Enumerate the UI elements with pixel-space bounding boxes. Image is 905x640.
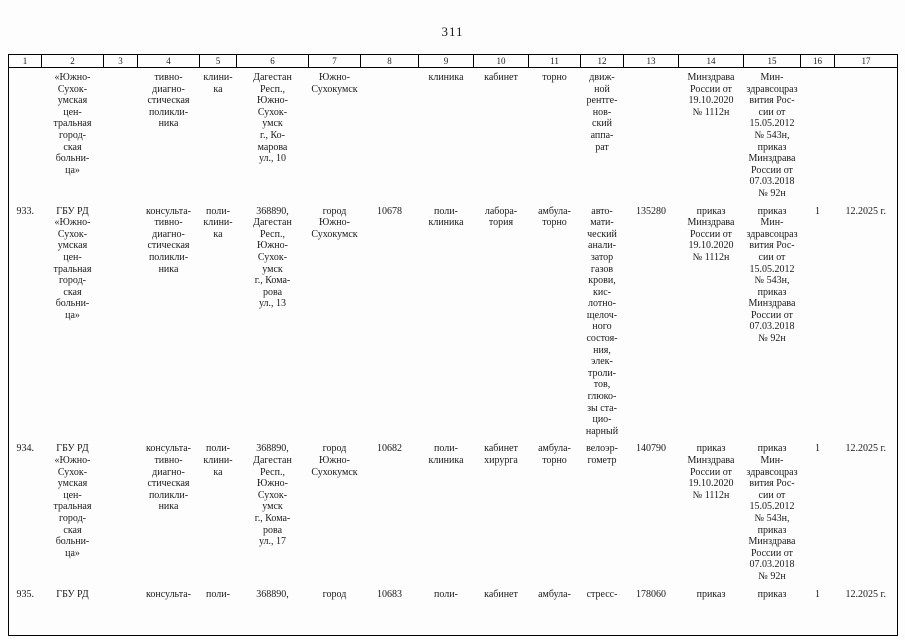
table-cell: 10678 [377, 205, 402, 217]
table-cell: 140790 [636, 443, 666, 455]
table-cell: 368890, [256, 588, 289, 600]
table-cell: 12.2025 г. [845, 443, 886, 455]
column-number-header: 13 [623, 54, 679, 68]
table-cell: 1 [815, 443, 820, 455]
column-number-header: 11 [528, 54, 581, 68]
table-cell: Дагестан Респ., Южно- Сухок- умск г., Ко… [253, 72, 292, 165]
table-cell: Южно- Сухокумск [311, 72, 358, 95]
table-cell [361, 68, 419, 202]
column-number-header: 2 [41, 54, 104, 68]
table-cell: амбула- [538, 588, 571, 600]
table-cell: приказ Мин- здравсоцраз вития Рос- сии о… [746, 205, 798, 345]
registry-table: 1 2 3 4 5 6 7 8 9 10 11 12 13 14 15 16 17 «Южно- Сухок- … [8, 54, 898, 636]
table-cell: приказ Мин- здравсоцраз вития Рос- сии о… [746, 443, 798, 582]
table-cell: движ- ной рентге- нов- ский аппа- рат [586, 72, 618, 153]
table-cell: город [322, 588, 347, 600]
table-cell: 368890, Дагестан Респ., Южно- Сухок- умс… [253, 205, 292, 310]
column-number-header: 14 [678, 54, 744, 68]
table-cell: ГБУ РД «Южно- Сухок- умская цен- тральна… [53, 443, 92, 559]
table-cell: консульта- тивно- диагно- стическая поли… [146, 205, 191, 275]
table-cell: 935. [16, 588, 35, 600]
column-number-header: 6 [236, 54, 309, 68]
table-cell: 135280 [636, 205, 666, 217]
table-cell: кабинет хирурга [484, 443, 518, 466]
table-cell [104, 68, 138, 202]
table-cell: консульта- тивно- диагно- стическая поли… [146, 443, 191, 513]
table-header-row: 1 2 3 4 5 6 7 8 9 10 11 12 13 14 15 16 17 [8, 54, 898, 68]
table-cell: Мин- здравсоцраз вития Рос- сии от 15.05… [746, 72, 798, 199]
column-number-header: 12 [580, 54, 624, 68]
table-cell: «Южно- Сухок- умская цен- тральная город… [53, 72, 92, 176]
table-cell: 933. [16, 205, 35, 217]
column-number-header: 3 [103, 54, 138, 68]
table-cell: стресс- [586, 588, 618, 600]
column-number-header: 17 [834, 54, 898, 68]
table-cell: консульта- [146, 588, 191, 600]
table-cell: лабора- тория [484, 205, 518, 229]
table-cell: клиника [428, 72, 464, 83]
table-cell: приказ [757, 588, 787, 600]
column-number-header: 16 [800, 54, 835, 68]
table-cell: торно [542, 72, 567, 83]
column-number-header: 4 [137, 54, 200, 68]
column-number-header: 9 [418, 54, 474, 68]
column-number-header: 10 [473, 54, 529, 68]
table-cell: 368890, Дагестан Респ., Южно- Сухок- умс… [253, 443, 292, 548]
table-cell: приказ [696, 588, 726, 600]
table-cell: 12.2025 г. [845, 205, 886, 217]
column-number-header: 5 [199, 54, 237, 68]
table-cell: амбула- торно [538, 205, 571, 229]
table-cell: 10683 [377, 588, 402, 600]
table-cell: приказ Минздрава России от 19.10.2020 № … [687, 443, 735, 501]
page-number: 311 [441, 24, 464, 39]
table-cell: 934. [16, 443, 35, 455]
table-cell: город Южно- Сухокумск [311, 443, 358, 478]
table-cell [835, 68, 898, 202]
table-cell: поли- [206, 588, 230, 600]
table-cell: ГБУ РД [56, 588, 89, 600]
table-cell: 178060 [636, 588, 666, 600]
table-row: 933. ГБУ РД «Южно- Сухок- умская цен- тра… [9, 202, 898, 440]
table-row: 935. ГБУ РД консульта-поли- 368890, город 106… [9, 585, 898, 636]
table-cell: поли- клиника [428, 443, 464, 466]
table-cell: кабинет [484, 588, 518, 600]
table-cell: поли- [434, 588, 458, 600]
column-number-header: 1 [8, 54, 42, 68]
table-cell: кабинет [484, 72, 518, 83]
table-cell: велоэр- гометр [586, 443, 618, 466]
table-cell: Минздрава России от 19.10.2020 № 1112н [687, 72, 735, 118]
table-cell: приказ Минздрава России от 19.10.2020 № … [687, 205, 735, 263]
column-number-header: 7 [308, 54, 361, 68]
table-cell: поли- клиника [428, 205, 464, 229]
table-cell: амбула- торно [538, 443, 571, 466]
table-cell [104, 585, 138, 636]
table-cell: 1 [815, 588, 820, 600]
table-cell [104, 439, 138, 584]
table-cell [624, 68, 679, 202]
table-cell: поли- клини- ка [203, 205, 233, 240]
table-body: «Южно- Сухок- умская цен- тральная город… [9, 68, 898, 636]
table-cell: поли- клини- ка [203, 443, 233, 478]
column-number-header: 8 [360, 54, 419, 68]
table-cell: ГБУ РД «Южно- Сухок- умская цен- тральна… [53, 205, 92, 321]
table-cell [104, 202, 138, 440]
table-row: «Южно- Сухок- умская цен- тральная город… [9, 68, 898, 202]
table-cell [9, 68, 42, 202]
table-cell: город Южно- Сухокумск [311, 205, 358, 240]
table-cell: 12.2025 г. [845, 588, 886, 600]
column-number-header: 15 [743, 54, 801, 68]
table-cell: 1 [815, 205, 820, 217]
table-cell: авто- мати- ческий анали- затор газов кр… [585, 205, 619, 437]
table-cell: клини- ка [203, 72, 233, 95]
table-row: 934. ГБУ РД «Южно- Сухок- умская цен- тра… [9, 439, 898, 584]
table-cell: тивно- диагно- стическая поликли- ника [147, 72, 190, 130]
table-cell [801, 68, 835, 202]
table-cell: 10682 [377, 443, 402, 455]
